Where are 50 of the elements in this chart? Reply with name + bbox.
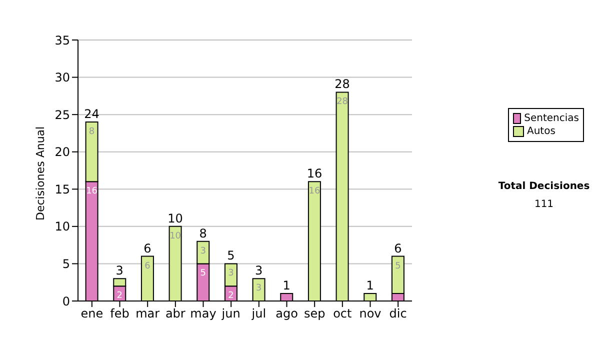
total-label: 1 (282, 278, 290, 293)
x-tick-label: mar (136, 306, 160, 321)
data-label: 3 (256, 284, 262, 294)
x-tick-label: jun (220, 306, 240, 321)
data-label: 16 (308, 186, 320, 197)
legend-label: Autos (527, 125, 556, 138)
data-label: 5 (395, 261, 401, 272)
text: 111 (533, 198, 555, 212)
total-label: 28 (334, 77, 350, 92)
total-label: 16 (306, 166, 322, 181)
y-axis-title: Decisiones Anual (34, 126, 47, 220)
total-label: 10 (168, 211, 183, 226)
x-tick-label: ene (80, 306, 104, 321)
legend-label: Sentencias (524, 112, 579, 125)
data-label: 5 (200, 268, 206, 279)
data-label: 2 (116, 291, 122, 302)
data-label: 6 (144, 261, 151, 272)
x-tick-label: may (190, 306, 216, 321)
y-tick-label: 10 (54, 220, 70, 234)
total-label: 3 (254, 264, 263, 278)
total-label: 1 (366, 278, 374, 293)
y-tick-label: 35 (54, 33, 70, 48)
x-tick-label: nov (359, 306, 382, 321)
x-tick-label: abr (165, 306, 186, 321)
data-label: 2 (228, 291, 234, 302)
x-tick-label: jul (250, 306, 266, 321)
data-label: 28 (336, 97, 348, 108)
total-label: 24 (84, 107, 100, 122)
total-label: 6 (394, 241, 402, 256)
text: Total Decisiones (497, 180, 591, 194)
x-tick-label: oct (333, 306, 352, 321)
data-label: 3 (200, 246, 206, 256)
total-label: 8 (199, 226, 207, 240)
data-label: 3 (228, 268, 234, 279)
data-label: 16 (86, 186, 98, 197)
y-tick-label: 30 (54, 70, 70, 85)
x-tick-label: feb (110, 306, 130, 321)
total-label: 5 (227, 248, 235, 263)
data-label: 8 (88, 127, 95, 138)
x-tick-label: dic (389, 306, 407, 321)
y-tick-label: 25 (54, 108, 70, 122)
total-label: 3 (116, 264, 124, 278)
data-label: 10 (170, 231, 182, 242)
total-label: 6 (144, 241, 152, 256)
x-tick-label: sep (304, 306, 326, 321)
y-tick-label: 15 (54, 182, 70, 196)
x-tick-label: ago (276, 306, 298, 321)
y-tick-label: 5 (62, 256, 70, 271)
y-tick-label: 0 (62, 294, 70, 308)
y-tick-label: 20 (54, 145, 70, 160)
